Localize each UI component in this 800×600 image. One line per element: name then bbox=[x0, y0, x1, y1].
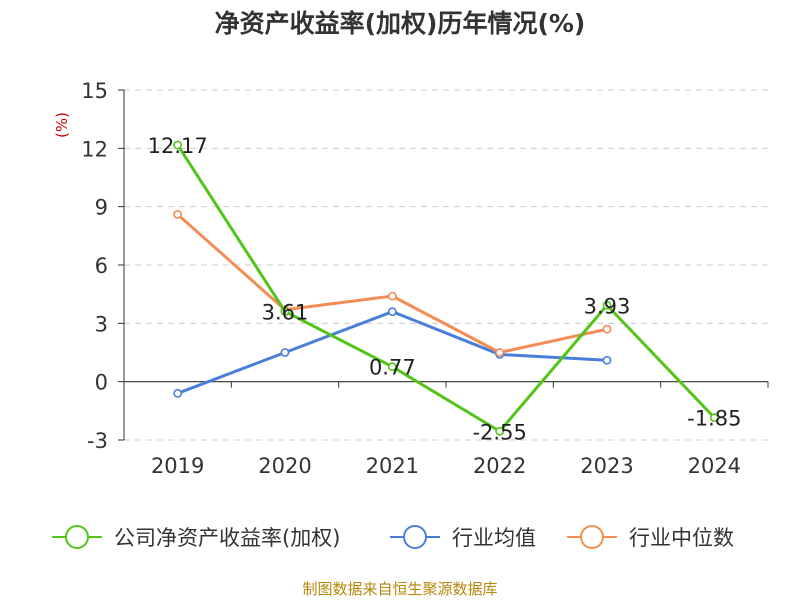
x-tick-label: 2021 bbox=[366, 454, 419, 478]
x-tick-label: 2019 bbox=[151, 454, 204, 478]
legend-label: 行业中位数 bbox=[629, 526, 734, 550]
data-labels: 12.17 3.61 0.77 -2.55 3.93 -1.85 bbox=[148, 134, 742, 444]
data-point bbox=[387, 291, 397, 301]
data-point bbox=[709, 413, 719, 423]
series-line bbox=[176, 213, 608, 354]
y-tick-label: -3 bbox=[87, 429, 108, 453]
y-tick-label: 15 bbox=[81, 79, 108, 103]
legend-item: 行业中位数 bbox=[567, 525, 734, 550]
data-label: 3.61 bbox=[262, 300, 309, 324]
chart-title: 净资产收益率(加权)历年情况(%) bbox=[215, 9, 586, 38]
x-tick-label: 2023 bbox=[580, 454, 633, 478]
series-lines bbox=[173, 140, 719, 436]
legend-marker bbox=[580, 525, 604, 549]
data-label: 12.17 bbox=[148, 134, 208, 158]
axes: -3 0 3 6 9 12 15 2019 2020 2021 2022 2023 2024 bbox=[81, 79, 769, 478]
data-point bbox=[280, 307, 290, 316]
series-0 bbox=[173, 140, 719, 436]
data-point bbox=[602, 355, 612, 365]
legend-item: 行业均值 bbox=[390, 525, 536, 550]
legend-marker bbox=[403, 525, 427, 549]
x-tick-label: 2020 bbox=[258, 454, 311, 478]
series-1 bbox=[173, 307, 612, 398]
data-point bbox=[280, 348, 290, 357]
y-tick-label: 3 bbox=[95, 312, 108, 336]
y-tick-label: 0 bbox=[95, 371, 108, 395]
data-point bbox=[387, 362, 397, 372]
data-label: 3.93 bbox=[584, 294, 631, 318]
data-label: 0.77 bbox=[369, 356, 416, 380]
data-point bbox=[495, 426, 505, 436]
legend-item: 公司净资产收益率(加权) bbox=[52, 525, 340, 550]
data-point bbox=[173, 140, 183, 150]
y-tick-label: 9 bbox=[95, 196, 108, 220]
legend-label: 行业均值 bbox=[452, 526, 536, 550]
series-2 bbox=[173, 210, 612, 357]
data-label: -1.85 bbox=[687, 407, 741, 431]
data-point bbox=[602, 300, 612, 310]
data-point bbox=[602, 324, 612, 334]
data-point bbox=[173, 388, 183, 398]
y-axis-label: (%) bbox=[53, 112, 71, 138]
series-line bbox=[176, 144, 716, 433]
data-point bbox=[173, 210, 183, 219]
data-point bbox=[495, 348, 505, 357]
y-tick-label: 6 bbox=[95, 254, 108, 278]
y-tick-label: 12 bbox=[81, 137, 108, 161]
x-tick-label: 2022 bbox=[473, 454, 526, 478]
data-label: -2.55 bbox=[472, 420, 526, 444]
source-footer: 制图数据来自恒生聚源数据库 bbox=[302, 580, 497, 598]
legend-label: 公司净资产收益率(加权) bbox=[114, 526, 340, 550]
legend: 公司净资产收益率(加权) 行业均值 行业中位数 bbox=[52, 525, 734, 550]
legend-marker bbox=[65, 525, 89, 549]
data-point bbox=[387, 307, 397, 317]
x-tick-label: 2024 bbox=[688, 454, 741, 478]
